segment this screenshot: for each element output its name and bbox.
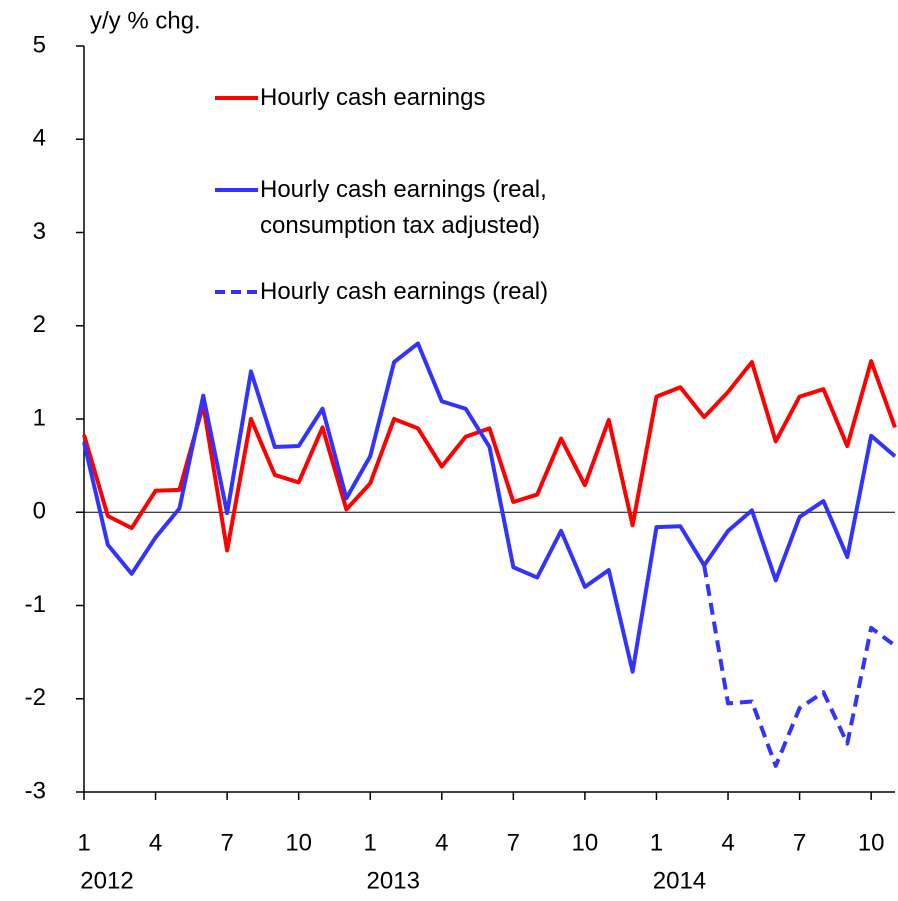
legend-label: Hourly cash earnings (real) bbox=[260, 278, 549, 305]
y-tick-label: 1 bbox=[33, 404, 46, 431]
x-tick-label: 4 bbox=[149, 829, 162, 856]
y-axis-label: y/y % chg. bbox=[90, 7, 201, 34]
series-line bbox=[702, 565, 897, 768]
x-tick-label: 1 bbox=[77, 829, 90, 856]
x-tick-label: 7 bbox=[793, 829, 806, 856]
x-tick-label: 1 bbox=[650, 829, 663, 856]
x-tick-label: 10 bbox=[858, 829, 885, 856]
x-tick-label: 10 bbox=[572, 829, 599, 856]
x-tick-label: 7 bbox=[220, 829, 233, 856]
y-tick-label: 0 bbox=[33, 498, 46, 525]
x-tick-label: 4 bbox=[721, 829, 734, 856]
x-tick-label: 1 bbox=[364, 829, 377, 856]
x-tick-label: 7 bbox=[507, 829, 520, 856]
y-tick-label: 5 bbox=[33, 31, 46, 58]
y-tick-label: -1 bbox=[25, 591, 46, 618]
y-tick-label: -2 bbox=[25, 684, 46, 711]
series-line bbox=[82, 359, 897, 553]
y-tick-label: 4 bbox=[33, 125, 46, 152]
x-group-label: 2014 bbox=[653, 867, 706, 894]
x-group-label: 2012 bbox=[80, 867, 133, 894]
legend-label: Hourly cash earnings bbox=[260, 84, 486, 111]
x-tick-label: 4 bbox=[435, 829, 448, 856]
series-line bbox=[82, 341, 897, 674]
legend-label: Hourly cash earnings (real, consumption … bbox=[260, 176, 547, 239]
y-tick-label: 2 bbox=[33, 311, 46, 338]
y-tick-label: -3 bbox=[25, 777, 46, 804]
x-tick-label: 10 bbox=[285, 829, 312, 856]
y-tick-label: 3 bbox=[33, 218, 46, 245]
x-group-label: 2013 bbox=[367, 867, 420, 894]
